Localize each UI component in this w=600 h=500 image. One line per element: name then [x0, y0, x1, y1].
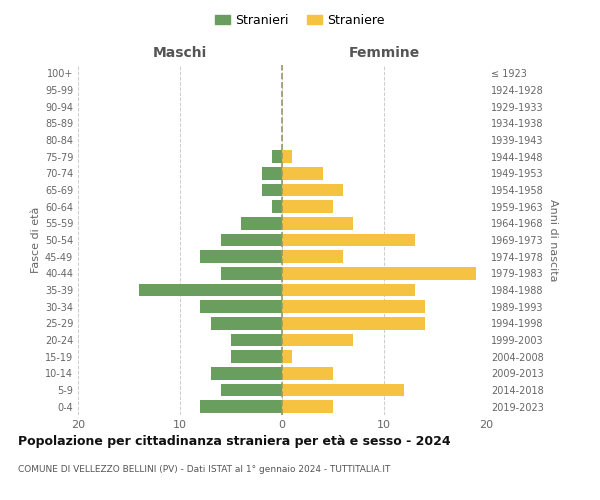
Text: Maschi: Maschi [153, 46, 207, 60]
Bar [231, 350, 282, 363]
Bar [200, 300, 282, 313]
Bar [241, 217, 282, 230]
Bar [282, 167, 323, 179]
Bar [282, 234, 415, 246]
Bar [262, 184, 282, 196]
Bar [211, 367, 282, 380]
Bar [282, 250, 343, 263]
Bar [282, 217, 353, 230]
Text: COMUNE DI VELLEZZO BELLINI (PV) - Dati ISTAT al 1° gennaio 2024 - TUTTITALIA.IT: COMUNE DI VELLEZZO BELLINI (PV) - Dati I… [18, 465, 391, 474]
Bar [282, 384, 404, 396]
Bar [272, 200, 282, 213]
Y-axis label: Fasce di età: Fasce di età [31, 207, 41, 273]
Bar [282, 367, 333, 380]
Bar [282, 267, 476, 280]
Bar [139, 284, 282, 296]
Legend: Stranieri, Straniere: Stranieri, Straniere [210, 8, 390, 32]
Bar [221, 234, 282, 246]
Bar [282, 284, 415, 296]
Bar [221, 267, 282, 280]
Bar [282, 317, 425, 330]
Bar [282, 200, 333, 213]
Text: Femmine: Femmine [349, 46, 419, 60]
Bar [282, 350, 292, 363]
Bar [282, 300, 425, 313]
Bar [200, 400, 282, 413]
Bar [282, 400, 333, 413]
Bar [211, 317, 282, 330]
Y-axis label: Anni di nascita: Anni di nascita [548, 198, 557, 281]
Bar [221, 384, 282, 396]
Bar [282, 150, 292, 163]
Text: Popolazione per cittadinanza straniera per età e sesso - 2024: Popolazione per cittadinanza straniera p… [18, 435, 451, 448]
Bar [282, 334, 353, 346]
Bar [200, 250, 282, 263]
Bar [231, 334, 282, 346]
Bar [262, 167, 282, 179]
Bar [282, 184, 343, 196]
Bar [272, 150, 282, 163]
